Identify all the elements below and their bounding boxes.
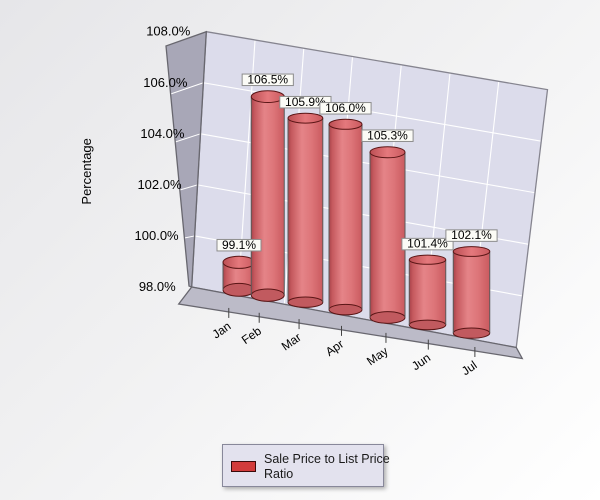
- svg-text:100.0%: 100.0%: [135, 228, 180, 243]
- svg-text:Apr: Apr: [323, 337, 346, 359]
- svg-text:Jan: Jan: [210, 319, 234, 342]
- svg-text:106.0%: 106.0%: [325, 101, 366, 115]
- svg-text:102.1%: 102.1%: [451, 228, 492, 242]
- svg-text:104.0%: 104.0%: [140, 126, 185, 141]
- svg-text:99.1%: 99.1%: [222, 238, 256, 252]
- svg-text:Jul: Jul: [459, 358, 480, 378]
- svg-text:108.0%: 108.0%: [146, 24, 191, 39]
- svg-text:Feb: Feb: [239, 324, 264, 348]
- svg-text:Mar: Mar: [279, 330, 304, 353]
- svg-text:105.3%: 105.3%: [367, 128, 408, 142]
- svg-text:102.0%: 102.0%: [137, 177, 182, 192]
- svg-text:Jun: Jun: [409, 351, 433, 374]
- svg-text:Percentage: Percentage: [79, 138, 94, 205]
- svg-text:101.4%: 101.4%: [407, 237, 448, 251]
- svg-text:106.0%: 106.0%: [143, 75, 188, 90]
- svg-text:106.5%: 106.5%: [247, 72, 288, 86]
- svg-text:May: May: [364, 344, 391, 368]
- svg-text:98.0%: 98.0%: [139, 279, 176, 294]
